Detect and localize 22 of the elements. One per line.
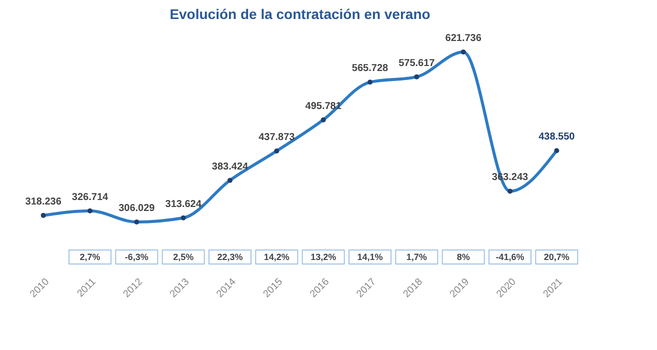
data-label: 313.624 <box>165 198 202 210</box>
chart-title: Evolución de la contratación en verano <box>170 6 430 22</box>
text: 2,7% <box>80 252 100 262</box>
data-label: 438.550 <box>538 132 576 143</box>
data-label: 565.728 <box>352 63 389 74</box>
data-label: 306.029 <box>118 203 156 214</box>
text: 1,7% <box>406 252 427 262</box>
text: 13,2% <box>310 252 336 262</box>
data-label: 621.736 <box>445 33 482 44</box>
text: -6,3% <box>124 252 148 262</box>
text: 20,7% <box>544 252 570 262</box>
text: 14,1% <box>357 252 383 262</box>
text: 2,5% <box>173 252 194 262</box>
data-label: 383.424 <box>212 161 249 172</box>
text: 14,2% <box>264 252 290 262</box>
data-label: 437.873 <box>258 132 296 144</box>
text: 22,3% <box>217 252 243 262</box>
text: 8% <box>456 252 470 262</box>
data-label: 318.236 <box>25 196 62 208</box>
text: -41,6% <box>496 252 524 262</box>
data-label: 326.714 <box>72 192 109 203</box>
data-label: 575.617 <box>398 58 436 69</box>
